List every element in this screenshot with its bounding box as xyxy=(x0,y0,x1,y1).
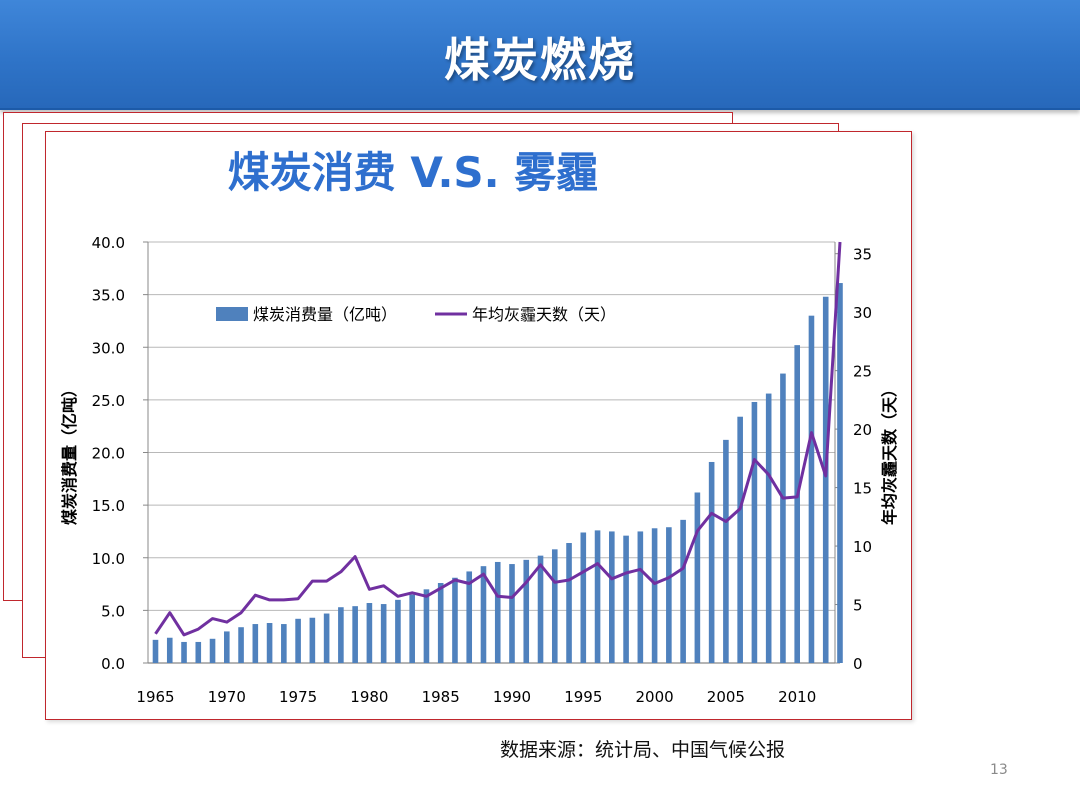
slide-title: 煤炭燃烧 xyxy=(444,33,636,87)
bar xyxy=(395,599,401,663)
bar xyxy=(808,315,815,663)
y-tick-label: 40.0 xyxy=(92,234,125,252)
slide-header: 煤炭燃烧 xyxy=(0,0,1080,110)
bar xyxy=(580,532,587,663)
bar xyxy=(309,617,316,663)
legend-label-haze: 年均灰霾天数（天） xyxy=(472,305,616,324)
bar xyxy=(594,530,601,663)
bar xyxy=(452,577,458,663)
bar xyxy=(523,559,530,663)
bar xyxy=(537,555,544,663)
legend-label-coal: 煤炭消费量（亿吨） xyxy=(253,305,397,324)
bar xyxy=(224,631,230,663)
y2-tick-label: 35 xyxy=(853,246,872,264)
bar xyxy=(238,627,244,663)
y2-tick-label: 15 xyxy=(853,480,872,498)
y2-tick-label: 30 xyxy=(853,304,872,322)
y-axis-title: 煤炭消费量（亿吨） xyxy=(60,381,79,525)
y-tick-label: 5.0 xyxy=(101,602,125,620)
bar xyxy=(423,589,430,663)
y-tick-label: 0.0 xyxy=(101,655,125,673)
bar xyxy=(566,543,572,663)
chart-title: 煤炭消费 V.S. 雾霾 xyxy=(228,148,599,197)
y2-tick-label: 20 xyxy=(853,421,872,439)
y-tick-label: 15.0 xyxy=(92,497,125,515)
data-source-note: 数据来源：统计局、中国气候公报 xyxy=(500,739,786,761)
bar xyxy=(209,638,216,663)
bar xyxy=(666,527,672,663)
x-tick-label: 1995 xyxy=(564,688,602,706)
x-tick-label: 2000 xyxy=(636,688,674,706)
bar xyxy=(295,618,301,663)
bar xyxy=(352,606,358,663)
x-tick-label: 2010 xyxy=(778,688,816,706)
x-tick-label: 1985 xyxy=(422,688,460,706)
bar xyxy=(837,283,843,663)
bar xyxy=(623,535,629,663)
bar xyxy=(637,531,644,663)
x-tick-label: 1975 xyxy=(279,688,317,706)
x-tick-label: 1990 xyxy=(493,688,531,706)
bar xyxy=(181,641,187,663)
bar xyxy=(694,492,701,663)
bar xyxy=(780,373,786,663)
bar xyxy=(723,439,729,663)
bar xyxy=(409,594,415,663)
bar xyxy=(680,519,686,663)
bar xyxy=(551,549,558,663)
bar xyxy=(195,641,202,663)
bar xyxy=(651,528,658,663)
legend-swatch-coal xyxy=(216,307,248,321)
x-tick-label: 2005 xyxy=(707,688,745,706)
bar xyxy=(509,564,515,663)
bar xyxy=(737,416,743,663)
bar xyxy=(152,639,159,663)
y-tick-label: 10.0 xyxy=(92,550,125,568)
y2-tick-label: 0 xyxy=(853,655,863,673)
y2-tick-label: 25 xyxy=(853,363,872,381)
bar xyxy=(494,561,501,663)
bar xyxy=(794,345,800,663)
y-tick-label: 20.0 xyxy=(92,445,125,463)
bar xyxy=(380,604,387,663)
bar xyxy=(480,566,487,663)
bar xyxy=(437,583,444,663)
bar xyxy=(366,603,373,663)
bar xyxy=(751,401,758,663)
y-tick-label: 35.0 xyxy=(92,287,125,305)
bar xyxy=(765,393,772,663)
page-number: 13 xyxy=(990,762,1008,778)
y2-axis-title: 年均灰霾天数（天） xyxy=(880,381,899,525)
bar xyxy=(338,607,344,663)
bar xyxy=(466,571,473,663)
haze-days-line xyxy=(154,241,842,637)
bar xyxy=(252,624,259,663)
bar xyxy=(281,624,287,663)
bar xyxy=(609,531,615,663)
bar xyxy=(708,461,715,663)
bar xyxy=(323,613,330,663)
x-tick-label: 1965 xyxy=(136,688,174,706)
bar xyxy=(166,637,173,663)
y2-tick-label: 5 xyxy=(853,597,863,615)
y-tick-label: 30.0 xyxy=(92,339,125,357)
y-tick-label: 25.0 xyxy=(92,392,125,410)
x-tick-label: 1980 xyxy=(350,688,388,706)
x-tick-label: 1970 xyxy=(208,688,246,706)
bar xyxy=(822,296,829,663)
bar xyxy=(266,623,273,663)
y2-tick-label: 10 xyxy=(853,538,872,556)
